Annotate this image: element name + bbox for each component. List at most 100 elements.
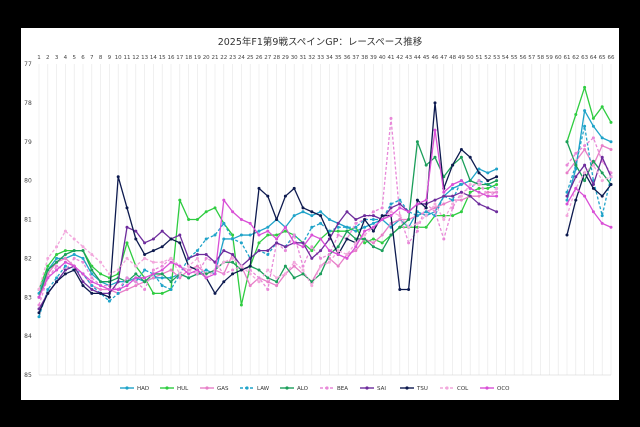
data-point-sai	[468, 194, 472, 198]
data-point-col	[222, 260, 226, 264]
data-point-col	[354, 241, 358, 245]
data-point-oco	[116, 287, 120, 291]
legend-label: GAS	[217, 386, 229, 392]
data-point-bea	[257, 276, 261, 280]
data-point-col	[99, 260, 103, 264]
data-point-hul	[46, 264, 50, 268]
data-point-bea	[336, 233, 340, 237]
data-point-bea	[37, 303, 41, 307]
data-point-had	[90, 272, 94, 276]
data-point-bea	[415, 229, 419, 233]
x-tick-label: 43	[405, 55, 412, 61]
data-point-tsu	[222, 280, 226, 284]
data-point-oco	[169, 260, 173, 264]
data-point-sai	[363, 214, 367, 218]
data-point-sai	[63, 268, 67, 272]
data-point-alo	[55, 260, 59, 264]
data-point-gas	[486, 190, 490, 194]
x-tick-label: 22	[220, 55, 227, 61]
x-tick-label: 10	[115, 55, 122, 61]
data-point-gas	[477, 194, 481, 198]
x-tick-label: 26	[256, 55, 263, 61]
x-tick-label: 47	[440, 55, 447, 61]
series-line-bea	[566, 137, 612, 174]
data-point-tsu	[178, 241, 182, 245]
data-point-bea	[134, 280, 138, 284]
x-tick-label: 63	[581, 55, 588, 61]
data-point-gas	[63, 256, 67, 260]
data-point-hul	[178, 198, 182, 202]
data-point-oco	[204, 276, 208, 280]
data-point-col	[336, 249, 340, 253]
data-point-alo	[574, 163, 578, 167]
data-point-oco	[389, 214, 393, 218]
data-point-alo	[125, 280, 129, 284]
data-point-law	[451, 198, 455, 202]
data-point-had	[565, 198, 569, 202]
legend-marker	[445, 386, 449, 390]
data-point-col	[310, 284, 314, 288]
x-tick-label: 49	[458, 55, 465, 61]
data-point-tsu	[283, 194, 287, 198]
x-tick-label: 37	[352, 55, 359, 61]
x-tick-label: 42	[396, 55, 403, 61]
data-point-alo	[415, 140, 419, 144]
legend-marker	[285, 386, 289, 390]
data-point-law	[371, 218, 375, 221]
data-point-col	[292, 260, 296, 264]
x-tick-label: 19	[194, 55, 201, 61]
x-tick-label: 58	[537, 55, 544, 61]
series-line-oco	[566, 187, 612, 228]
data-point-bea	[574, 151, 578, 155]
data-point-col	[72, 237, 76, 241]
data-point-tsu	[600, 194, 604, 198]
data-point-law	[204, 237, 208, 241]
data-point-col	[442, 218, 446, 221]
data-point-had	[266, 225, 270, 229]
x-tick-label: 44	[414, 55, 421, 61]
x-tick-label: 15	[159, 55, 166, 61]
data-point-col	[239, 264, 243, 268]
x-tick-label: 4	[64, 55, 68, 61]
data-point-tsu	[55, 280, 59, 284]
x-tick-label: 21	[212, 55, 219, 61]
data-point-col	[116, 268, 120, 272]
data-point-col	[415, 221, 419, 225]
data-point-tsu	[257, 186, 261, 190]
data-point-oco	[107, 287, 111, 291]
data-point-sai	[143, 241, 147, 245]
data-point-col	[257, 280, 261, 284]
legend-marker	[485, 386, 489, 390]
data-point-bea	[160, 264, 164, 268]
data-point-hul	[451, 214, 455, 218]
x-tick-label: 48	[449, 55, 456, 61]
data-point-bea	[292, 233, 296, 237]
data-point-law	[336, 225, 340, 229]
data-point-col	[55, 245, 59, 249]
x-tick-label: 31	[300, 55, 307, 61]
data-point-oco	[451, 183, 455, 187]
data-point-sai	[442, 194, 446, 198]
data-point-bea	[283, 249, 287, 253]
data-point-col	[609, 175, 613, 179]
data-point-sai	[266, 249, 270, 253]
legend-item-alo: ALO	[280, 386, 309, 392]
x-tick-label: 59	[546, 55, 553, 61]
data-point-oco	[257, 233, 261, 237]
legend-marker	[325, 386, 329, 390]
data-point-sai	[477, 202, 481, 206]
data-point-tsu	[301, 206, 305, 210]
data-point-had	[222, 237, 226, 241]
x-tick-label: 40	[379, 55, 386, 61]
data-point-col	[90, 252, 94, 256]
data-point-sai	[301, 241, 305, 245]
data-point-law	[389, 202, 393, 206]
data-point-sai	[160, 229, 164, 233]
data-point-sai	[81, 280, 85, 284]
data-point-bea	[495, 190, 499, 194]
x-tick-label: 46	[432, 55, 439, 61]
data-point-oco	[371, 225, 375, 229]
data-point-alo	[187, 276, 191, 280]
data-point-hul	[99, 272, 103, 276]
data-point-col	[451, 202, 455, 206]
